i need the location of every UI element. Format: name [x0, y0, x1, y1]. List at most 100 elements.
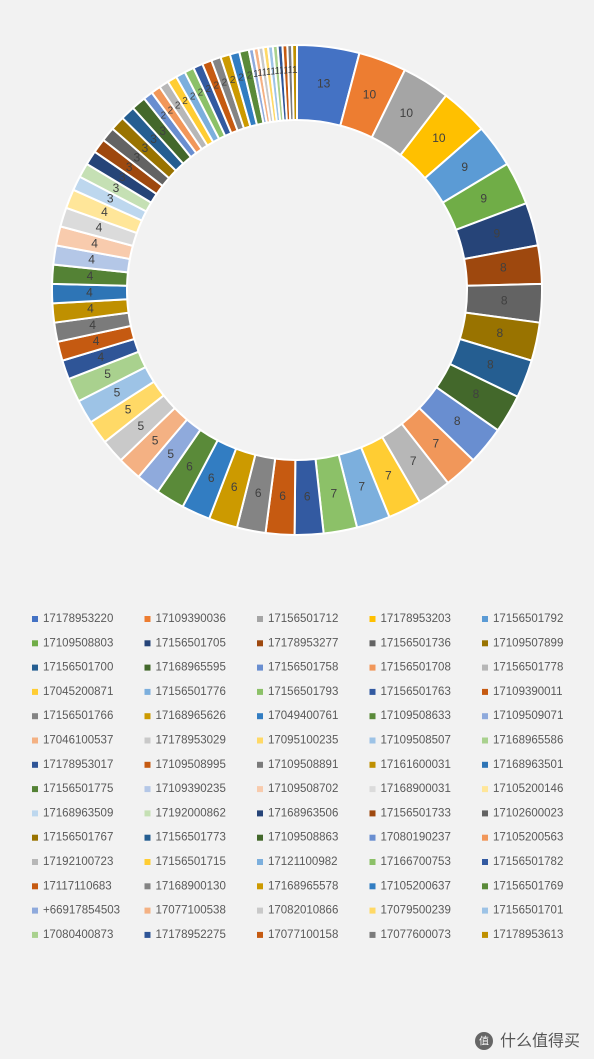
data-label: 7: [410, 454, 417, 468]
data-label: 1: [270, 66, 276, 77]
legend-marker: [32, 640, 38, 647]
data-label: 1: [292, 65, 298, 76]
data-label: 13: [317, 76, 331, 90]
legend-marker: [257, 859, 263, 865]
legend-label: 17168900130: [156, 880, 226, 892]
legend-marker: [32, 786, 38, 793]
data-label: 1: [253, 69, 259, 80]
legend-label: 17109508507: [381, 735, 451, 747]
data-label: 4: [89, 318, 96, 332]
data-label: 4: [87, 269, 94, 283]
data-label: 2: [175, 100, 181, 111]
legend-label: 17166700753: [381, 856, 451, 868]
legend-marker: [257, 688, 263, 695]
data-label: 8: [501, 293, 508, 307]
legend-marker: [257, 761, 263, 768]
legend-marker: [257, 810, 263, 817]
legend-marker: [144, 640, 151, 647]
data-label: 5: [114, 385, 121, 399]
data-label: 3: [113, 181, 120, 195]
legend-label: 17178953277: [268, 637, 338, 649]
legend-marker: [144, 616, 151, 622]
legend-label: 17156501773: [156, 832, 226, 844]
data-label: 2: [182, 96, 188, 107]
legend-marker: [32, 688, 38, 695]
legend-label: 17109509071: [493, 710, 563, 722]
data-label: 7: [433, 436, 440, 450]
legend-marker: [32, 883, 38, 890]
legend-label: 17156501793: [268, 686, 338, 698]
legend-marker: [32, 616, 38, 622]
data-label: 1: [279, 66, 285, 77]
legend-label: 17156501767: [43, 832, 113, 844]
data-label: 3: [142, 141, 149, 155]
legend-label: 17080400873: [43, 929, 113, 941]
legend-label: 17046100537: [43, 735, 113, 747]
legend-marker: [482, 786, 488, 793]
legend-label: 17178953017: [43, 759, 113, 771]
legend-marker: [369, 616, 376, 622]
data-label: 9: [493, 226, 500, 240]
legend-label: 17095100235: [268, 735, 338, 747]
data-label: 5: [137, 419, 144, 433]
watermark: 值 什么值得买: [475, 1032, 580, 1050]
legend-marker: [369, 761, 376, 768]
legend-label: 17178953203: [381, 613, 451, 625]
legend-marker: [144, 834, 151, 841]
legend-label: 17105200637: [381, 880, 451, 892]
legend-marker: [257, 616, 263, 622]
legend-marker: [144, 907, 151, 914]
data-label: 2: [198, 88, 204, 99]
legend-marker: [144, 664, 151, 671]
data-label: 2: [247, 70, 253, 81]
watermark-logo: [475, 1032, 493, 1050]
legend-label: 17077100158: [268, 929, 338, 941]
legend-marker: [144, 931, 151, 938]
legend-label: 17077100538: [156, 905, 226, 917]
legend-label: 17156501733: [381, 807, 451, 819]
legend-label: 17109390036: [156, 613, 226, 625]
legend-label: 17082010866: [268, 905, 338, 917]
watermark-logo-text: 值: [479, 1035, 489, 1048]
legend-label: 17109390011: [493, 686, 563, 698]
legend-marker: [257, 931, 263, 938]
legend-label: 17161600031: [381, 759, 451, 771]
data-label: 2: [213, 81, 219, 92]
legend-marker: [144, 810, 151, 817]
legend-marker: [482, 907, 488, 914]
legend-marker: [32, 859, 38, 865]
data-label: 10: [432, 131, 446, 145]
legend-label: 17109507899: [493, 637, 563, 649]
legend-marker: [482, 859, 488, 865]
legend-marker: [482, 616, 488, 622]
legend-marker: [482, 931, 488, 938]
data-label: 4: [86, 285, 93, 299]
legend-marker: [32, 810, 38, 817]
data-label: 2: [168, 105, 174, 116]
legend-label: 17156501736: [381, 637, 451, 649]
data-label: 6: [279, 489, 286, 503]
legend-label: 17045200871: [43, 686, 113, 698]
legend-label: 17168963509: [43, 807, 113, 819]
legend-label: 17049400761: [268, 710, 338, 722]
legend-marker: [369, 640, 376, 647]
data-label: 4: [88, 252, 95, 266]
legend-marker: [369, 688, 376, 695]
data-label: 4: [101, 205, 108, 219]
legend-marker: [257, 883, 263, 890]
data-label: 1: [275, 66, 281, 77]
data-label: 2: [205, 84, 211, 95]
legend-label: 17156501782: [493, 856, 563, 868]
data-label: 10: [400, 106, 414, 120]
legend-label: 17192100723: [43, 856, 113, 868]
data-label: 2: [238, 72, 244, 83]
legend-label: 17168965586: [493, 735, 563, 747]
watermark-text: 什么值得买: [500, 1032, 580, 1050]
legend-label: 17178953613: [493, 929, 563, 941]
data-label: 10: [363, 88, 377, 102]
data-label: 4: [91, 236, 98, 250]
legend-label: 17105200563: [493, 832, 563, 844]
legend-marker: [369, 859, 376, 865]
legend-label: 17168965578: [268, 880, 338, 892]
